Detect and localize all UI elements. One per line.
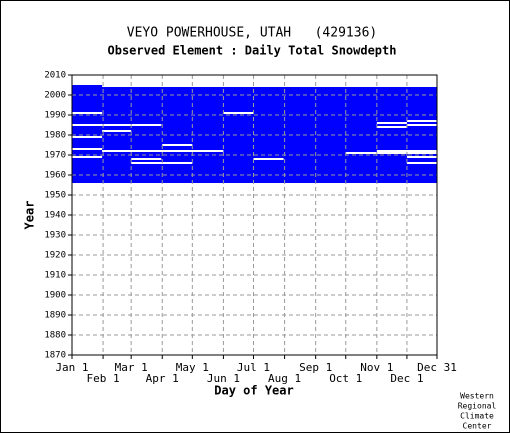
y-tick-label: 1900	[44, 291, 66, 301]
data-gap	[72, 156, 103, 158]
credit: Climate	[460, 412, 494, 421]
credit: Center	[463, 422, 492, 431]
data-gap	[376, 150, 437, 152]
chart-title: VEYO POWERHOUSE, UTAH (429136)	[127, 26, 377, 41]
data-gap	[406, 156, 437, 158]
y-tick-label: 1880	[44, 331, 66, 341]
plot-border	[71, 74, 438, 356]
y-tick-label: 1990	[44, 111, 66, 121]
y-tick-label: 1960	[44, 171, 66, 181]
y-tick-label: 1910	[44, 271, 66, 281]
x-tick-label: Sep 1	[299, 361, 332, 374]
y-tick-label: 2000	[44, 91, 66, 101]
x-tick-label: May 1	[176, 361, 209, 374]
x-tick-label: Jul 1	[237, 361, 270, 374]
chart-subtitle: Observed Element : Daily Total Snowdepth	[108, 44, 397, 58]
data-gap	[253, 158, 284, 160]
x-tick-label: Aug 1	[268, 372, 301, 385]
credit: Western	[460, 392, 494, 401]
x-tick-label: Feb 1	[87, 372, 120, 385]
data-gap	[72, 148, 103, 150]
y-axis-label: Year	[23, 201, 37, 230]
data-gap	[406, 124, 437, 126]
x-tick-label: Nov 1	[360, 361, 393, 374]
data-gap	[131, 158, 162, 160]
data-gap	[131, 162, 193, 164]
data-gap	[72, 112, 103, 114]
data-gap	[223, 112, 254, 114]
x-tick-label: Dec 1	[390, 372, 423, 385]
y-tick-label: 1890	[44, 311, 66, 321]
data-gap	[72, 136, 103, 138]
y-tick-label: 1950	[44, 191, 66, 201]
data-gap	[345, 152, 437, 154]
x-axis-label: Day of Year	[214, 384, 293, 398]
x-tick-label: Jan 1	[55, 361, 88, 374]
data-gap	[162, 144, 193, 146]
data-gap	[376, 126, 407, 128]
y-tick-label: 1970	[44, 151, 66, 161]
data-gap	[72, 124, 162, 126]
x-tick-label: Dec 31	[417, 361, 457, 374]
y-tick-label: 1980	[44, 131, 66, 141]
y-tick-label: 2010	[44, 71, 66, 81]
y-tick-label: 1930	[44, 231, 66, 241]
y-tick-label: 1920	[44, 251, 66, 261]
x-tick-label: Apr 1	[146, 372, 179, 385]
x-tick-label: Jun 1	[207, 372, 240, 385]
data-gap	[406, 120, 437, 122]
x-tick-label: Mar 1	[115, 361, 148, 374]
y-tick-label: 1940	[44, 211, 66, 221]
credit: Regional	[458, 402, 497, 411]
data-gap	[406, 162, 437, 164]
data-gap	[102, 150, 224, 152]
x-tick-label: Oct 1	[329, 372, 362, 385]
data-gap	[376, 122, 407, 124]
data-gap	[102, 130, 132, 132]
y-tick-label: 1870	[44, 351, 66, 361]
coverage-block	[72, 85, 103, 87]
